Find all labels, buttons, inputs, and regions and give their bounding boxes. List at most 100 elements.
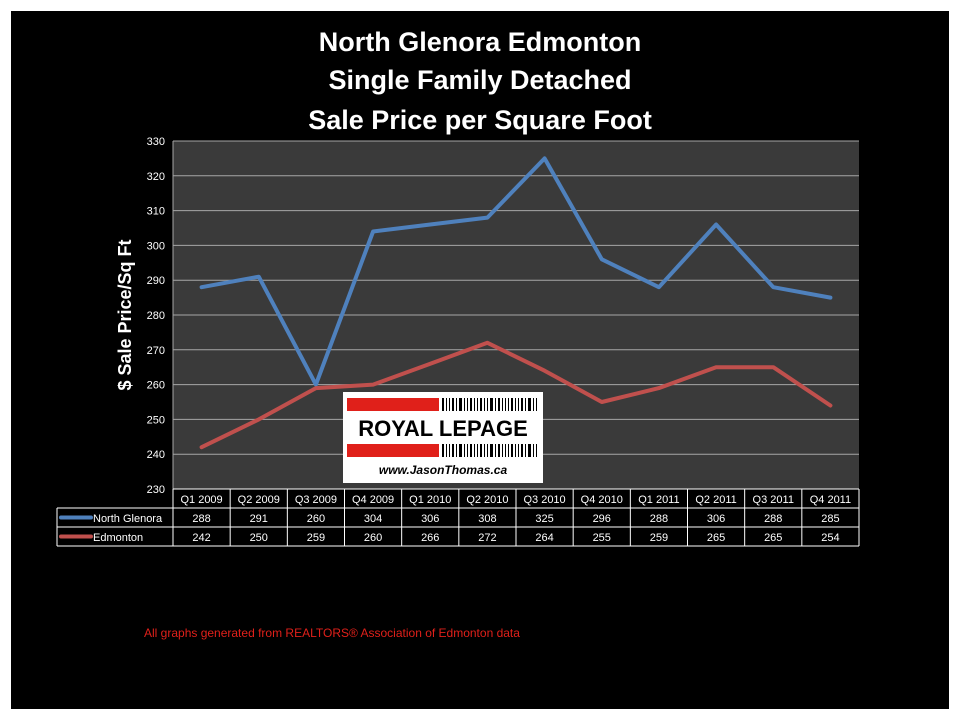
barcode-bar — [490, 444, 493, 457]
barcode-bar — [505, 398, 506, 411]
barcode-bar — [446, 444, 447, 457]
data-label: 265 — [764, 532, 782, 544]
barcode-bar — [515, 398, 516, 411]
y-tick-label: 290 — [147, 275, 165, 287]
barcode-bar — [474, 398, 475, 411]
data-label: 259 — [307, 532, 325, 544]
barcode-bar — [505, 444, 506, 457]
barcode-bar — [528, 444, 531, 457]
data-label: 285 — [821, 513, 839, 525]
x-tick-label: Q3 2009 — [295, 494, 337, 506]
barcode-bar — [480, 444, 482, 457]
data-label: 265 — [707, 532, 725, 544]
data-label: 259 — [650, 532, 668, 544]
barcode-bar — [515, 444, 516, 457]
data-label: 296 — [593, 513, 611, 525]
x-tick-label: Q2 2009 — [238, 494, 280, 506]
data-label: 260 — [307, 513, 325, 525]
barcode-bar — [521, 444, 523, 457]
barcode-bar — [511, 398, 513, 411]
logo-brand-text: ROYAL LEPAGE — [358, 416, 528, 441]
barcode-bar — [456, 444, 457, 457]
legend-label: Edmonton — [93, 532, 143, 544]
barcode-bar — [477, 398, 478, 411]
barcode-bar — [452, 398, 454, 411]
barcode-bar — [464, 398, 465, 411]
barcode-bar — [459, 398, 462, 411]
barcode-bar — [495, 398, 496, 411]
legend-label: North Glenora — [93, 513, 163, 525]
barcode-bar — [518, 444, 519, 457]
data-label: 255 — [593, 532, 611, 544]
data-table: Q1 2009 Q2 2009 Q3 2009 Q4 2009 Q1 2010 Q2 20… — [56, 488, 860, 547]
data-label: 266 — [421, 532, 439, 544]
data-label: 288 — [650, 513, 668, 525]
royal-lepage-logo: ROYAL LEPAGE www.JasonThomas.ca — [343, 392, 543, 483]
barcode-bar — [484, 444, 485, 457]
x-tick-label: Q2 2011 — [695, 494, 736, 506]
barcode-bar — [442, 444, 444, 457]
data-label: 242 — [192, 532, 210, 544]
y-tick-label: 230 — [147, 484, 165, 496]
y-tick-label: 240 — [147, 449, 165, 461]
barcode-bar — [533, 444, 534, 457]
barcode-bar — [536, 398, 537, 411]
barcode-bar — [533, 398, 534, 411]
series-lines — [199, 156, 833, 450]
barcode-bar — [474, 444, 475, 457]
footer-note: All graphs generated from REALTORS® Asso… — [144, 626, 520, 640]
barcode-bar — [459, 444, 462, 457]
y-tick-label: 270 — [147, 345, 165, 357]
barcode-bar — [525, 398, 526, 411]
barcode-bar — [484, 398, 485, 411]
barcode-bar — [487, 398, 488, 411]
chart-title-line-2: Single Family Detached — [328, 65, 632, 95]
logo-barcode-bottom — [442, 444, 537, 457]
y-tick-label: 330 — [147, 136, 165, 148]
barcode-bar — [456, 398, 457, 411]
barcode-bar — [528, 398, 531, 411]
series-line-edmonton — [199, 340, 833, 450]
barcode-bar — [449, 444, 450, 457]
data-label: 325 — [535, 513, 553, 525]
logo-barcode-top — [442, 398, 537, 411]
y-axis-tick-labels: 230 240 250 260 270 280 290 300 310 320 330 — [147, 136, 165, 496]
x-tick-label: Q4 2010 — [581, 494, 623, 506]
barcode-bar — [498, 398, 500, 411]
x-tick-label: Q3 2010 — [523, 494, 565, 506]
barcode-bar — [442, 398, 444, 411]
x-tick-label: Q4 2011 — [810, 494, 851, 506]
barcode-bar — [502, 444, 503, 457]
x-tick-label: Q3 2011 — [753, 494, 794, 506]
barcode-bar — [490, 398, 493, 411]
barcode-bar — [498, 444, 500, 457]
data-label: 306 — [421, 513, 439, 525]
y-tick-label: 320 — [147, 171, 165, 183]
barcode-bar — [464, 444, 465, 457]
series-line-north-glenora — [199, 156, 833, 387]
data-label: 308 — [478, 513, 496, 525]
data-label: 264 — [535, 532, 553, 544]
x-tick-label: Q4 2009 — [352, 494, 394, 506]
barcode-bar — [467, 444, 468, 457]
data-label: 250 — [250, 532, 268, 544]
barcode-bar — [446, 398, 447, 411]
barcode-bar — [518, 398, 519, 411]
data-label: 260 — [364, 532, 382, 544]
y-tick-label: 280 — [147, 310, 165, 322]
data-label: 272 — [478, 532, 496, 544]
logo-red-bar-top — [347, 398, 439, 411]
barcode-bar — [495, 444, 496, 457]
barcode-bar — [449, 398, 450, 411]
data-label: 254 — [821, 532, 839, 544]
y-tick-label: 300 — [147, 240, 165, 252]
barcode-bar — [470, 444, 472, 457]
y-tick-label: 250 — [147, 414, 165, 426]
y-tick-label: 310 — [147, 206, 165, 218]
barcode-bar — [502, 398, 503, 411]
barcode-bar — [536, 444, 537, 457]
y-axis-label: $ Sale Price/Sq Ft — [115, 239, 135, 390]
chart-title-line-3: Sale Price per Square Foot — [308, 105, 652, 135]
barcode-bar — [470, 398, 472, 411]
